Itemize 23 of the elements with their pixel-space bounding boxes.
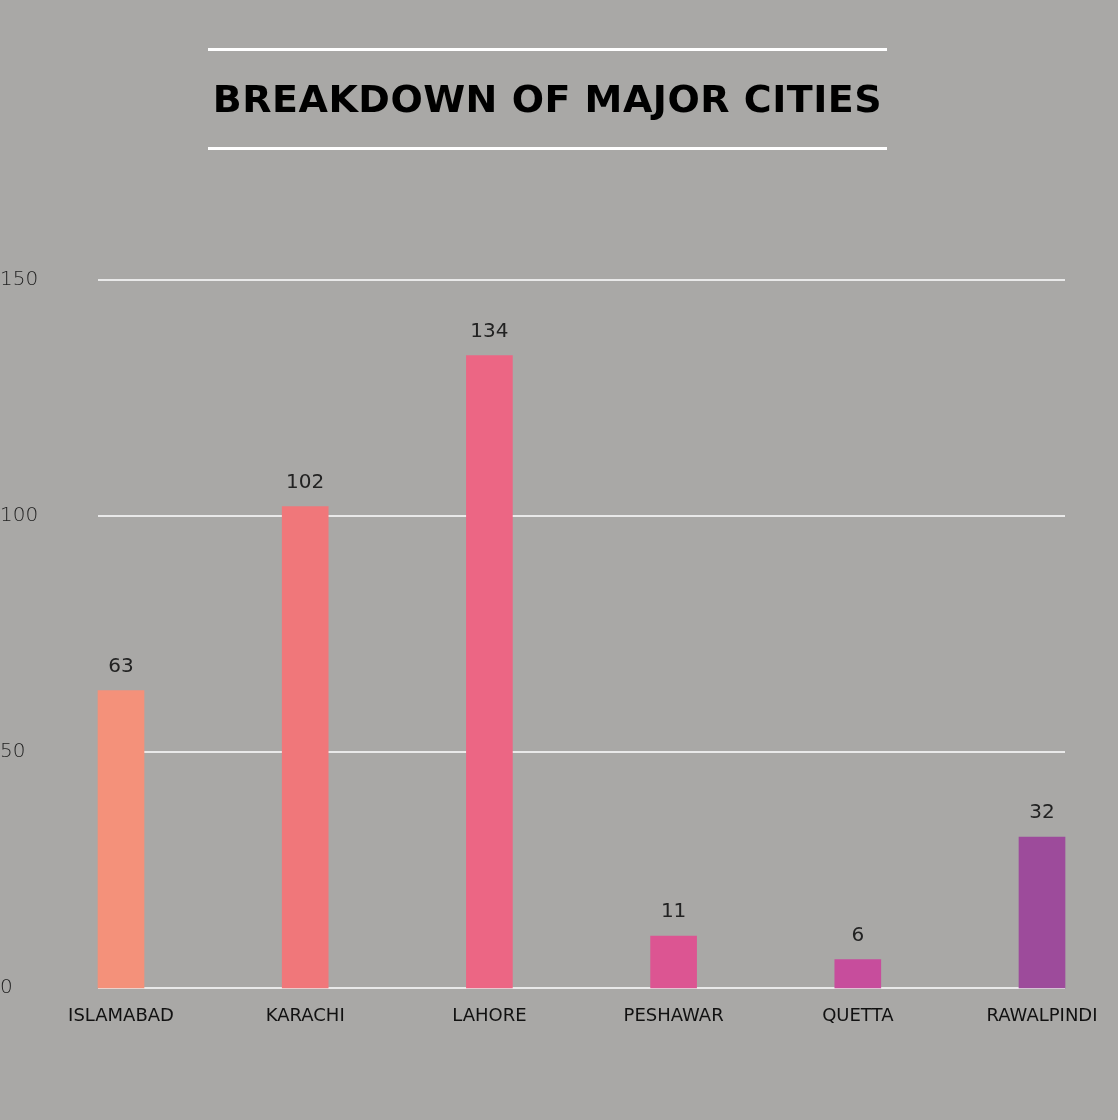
y-tick-label: 100 bbox=[0, 502, 39, 527]
bar bbox=[97, 690, 145, 989]
x-tick-label: ISLAMABAD bbox=[68, 1004, 174, 1026]
bar bbox=[281, 506, 329, 989]
chart-title: BREAKDOWN OF MAJOR CITIES bbox=[208, 48, 887, 150]
bar bbox=[650, 935, 697, 989]
bar bbox=[1018, 836, 1066, 989]
x-tick-label: QUETTA bbox=[822, 1004, 895, 1026]
y-tick-label: 50 bbox=[0, 738, 26, 763]
data-label: 134 bbox=[470, 317, 509, 342]
data-label: 32 bbox=[1029, 799, 1055, 824]
data-label: 11 bbox=[660, 898, 687, 923]
y-tick-label: 0 bbox=[0, 974, 13, 999]
x-tick-label: LAHORE bbox=[452, 1004, 527, 1026]
x-tick-label: KARACHI bbox=[265, 1004, 345, 1026]
data-label: 6 bbox=[851, 921, 865, 946]
x-tick-label: RAWALPINDI bbox=[986, 1004, 1098, 1026]
data-label: 102 bbox=[286, 468, 325, 493]
data-label: 63 bbox=[108, 652, 134, 677]
bar bbox=[466, 355, 513, 989]
y-tick-label: 150 bbox=[0, 266, 39, 291]
x-tick-label: PESHAWAR bbox=[623, 1004, 724, 1026]
bar bbox=[834, 959, 882, 989]
